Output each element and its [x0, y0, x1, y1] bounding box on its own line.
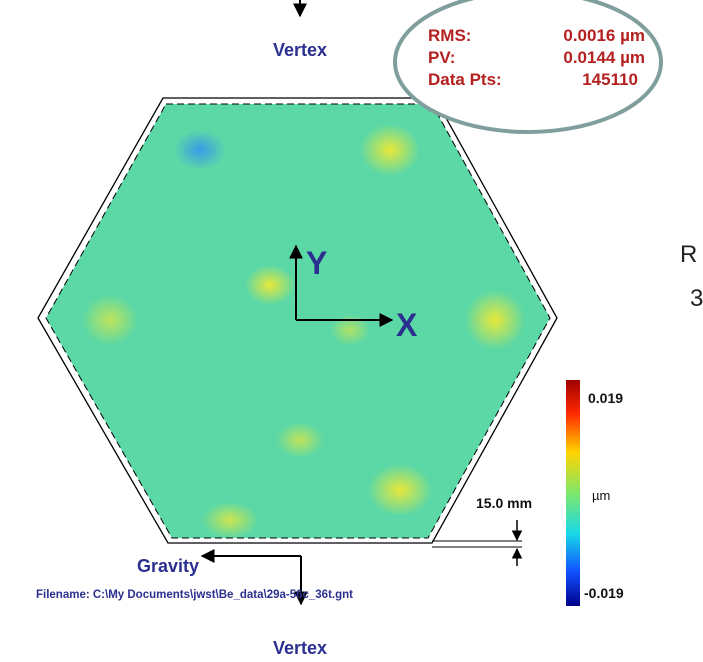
rms-label: RMS: [428, 26, 471, 45]
vertex-label: Vertex [273, 40, 327, 60]
dimension-label: 15.0 mm [476, 495, 532, 511]
colorbar [566, 380, 580, 606]
vertex-label: Vertex [273, 638, 327, 658]
colorbar-min: -0.019 [584, 585, 624, 601]
gravity-label: Gravity [137, 556, 199, 576]
y-label: Y [306, 245, 327, 281]
pts-label: Data Pts: [428, 70, 502, 89]
x-label: X [396, 307, 418, 343]
colorbar-max: 0.019 [588, 390, 623, 406]
pv-value: 0.0144 µm [563, 48, 645, 67]
pts-value: 145110 [582, 70, 638, 89]
pv-label: PV: [428, 48, 455, 67]
colorbar-unit: µm [592, 488, 610, 503]
filename: Filename: C:\My Documents\jwst\Be_data\2… [36, 589, 353, 601]
stats-callout [393, 0, 663, 134]
side-text: R [680, 241, 697, 268]
surface-map [46, 104, 550, 538]
side-text: 3 [690, 285, 703, 312]
rms-value: 0.0016 µm [563, 26, 645, 45]
